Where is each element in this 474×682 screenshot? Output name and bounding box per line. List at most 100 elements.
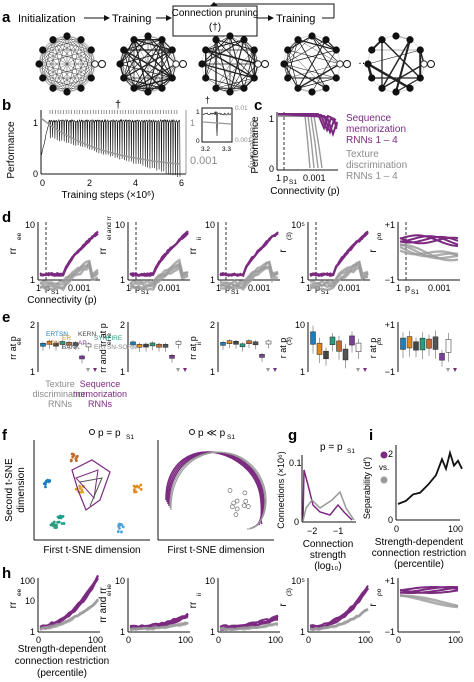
- f-left-cluster-point-4: [118, 526, 121, 530]
- c-y-tick-0: 0: [269, 164, 274, 174]
- h-y-bottom: 1: [30, 627, 35, 637]
- h-y-mid: 10: [25, 596, 35, 606]
- f-right-sequence-trajectory: [168, 451, 265, 528]
- e-sequence-arrow: [183, 368, 187, 372]
- network-1-edge: [123, 39, 163, 51]
- b-x-tick-0: 0: [40, 178, 45, 188]
- e-method-label-4: ADN: [46, 340, 60, 347]
- network-2-edge: [205, 77, 245, 89]
- h-sequence-curve: [39, 574, 99, 628]
- d-y-top: 10⁵: [291, 220, 305, 230]
- d-x-label: Connectivity (p): [27, 295, 96, 306]
- d-y-label-sub: (3): [286, 232, 293, 240]
- network-2-node: [202, 74, 210, 82]
- i-purple-dot-icon: [380, 451, 388, 459]
- d-x-tick-1: 1: [306, 283, 311, 293]
- network-0-edge: [38, 49, 92, 65]
- e-texture-arrow: [86, 368, 90, 372]
- network-2-edge: [205, 35, 231, 79]
- b-inset-r-2: 0.001: [235, 137, 252, 144]
- network-4-edge: [367, 49, 421, 65]
- arrowhead-2: [166, 15, 172, 21]
- f-left-cluster-point-3: [57, 520, 61, 524]
- network-0-edge: [66, 39, 82, 93]
- network-3-edge: [283, 63, 337, 79]
- network-3-edge: [311, 49, 337, 93]
- f-left-cluster-point-4: [117, 523, 121, 526]
- panel-e-letter: e: [2, 309, 10, 326]
- e-box: [265, 340, 272, 345]
- e-box: [413, 341, 419, 351]
- network-4-node: [368, 74, 376, 82]
- f-left-cluster-point-4: [121, 525, 125, 529]
- h-x-label-2: connection restriction: [15, 656, 110, 667]
- network-3-edge: [287, 49, 341, 65]
- e-sequence-arrow: [363, 368, 367, 372]
- c-legend-tex-3: RNNs 1 – 4: [346, 171, 398, 182]
- e-box: [226, 340, 233, 344]
- network-0-node: [63, 32, 71, 40]
- e-y-top: 10: [295, 320, 305, 330]
- network-0-edge: [42, 49, 92, 79]
- d-x-tick-0001: 0.001: [68, 283, 91, 293]
- network-0-node: [63, 88, 71, 96]
- network-0-edge: [38, 63, 92, 79]
- e-texture-arrow: [266, 368, 270, 372]
- network-3-node: [284, 46, 292, 54]
- h-x-tick-0: 0: [396, 635, 401, 645]
- f-right-marker: [233, 512, 239, 517]
- h-y-top: 10⁵: [291, 576, 305, 586]
- h-sequence-curve: [309, 587, 369, 629]
- e-legend-tex-2: discrimination: [32, 389, 87, 399]
- b-right-label: Connectivity: [248, 120, 258, 170]
- d-y-bottom: 1: [300, 275, 305, 285]
- f-left-cluster-point-5: [139, 487, 143, 491]
- f-right-marker: [234, 506, 240, 512]
- network-1-output-node: [179, 60, 187, 68]
- d-y-label: rr: [98, 247, 109, 254]
- network-2-output-node: [261, 60, 269, 68]
- network-2-node: [254, 60, 262, 68]
- f-left-cluster-point-0: [44, 480, 48, 484]
- network-0-edge: [42, 63, 96, 79]
- network-1-node: [158, 84, 166, 92]
- f-right-texture-trajectory: [169, 451, 266, 529]
- panel-g-letter: g: [288, 427, 297, 444]
- g-x-label-2: strength: [310, 550, 346, 561]
- network-3-node: [308, 32, 316, 40]
- b-inset-x-1: 3.2: [201, 146, 210, 153]
- e-box: [259, 354, 265, 358]
- d-y-top: +1: [385, 220, 395, 230]
- g-y-tick-01: 0.1: [289, 458, 302, 468]
- network-1-edge: [133, 39, 173, 51]
- network-1-edge: [119, 39, 135, 65]
- e-box: [323, 350, 329, 360]
- f-left-cluster-point-2: [78, 484, 82, 488]
- f-right-marker: [242, 490, 248, 496]
- network-0-node: [39, 46, 47, 54]
- e-box: [439, 353, 445, 361]
- e-box: [149, 342, 156, 347]
- stage-pruning: Connection pruning: [172, 8, 259, 19]
- b-inset-dagger: †: [205, 95, 210, 105]
- network-2-edge: [229, 35, 245, 89]
- f-left-cluster-point-5: [132, 484, 136, 488]
- loop-arrowhead: [210, 2, 218, 6]
- network-2-edge: [215, 39, 231, 93]
- stage-training-2: Training: [276, 13, 315, 25]
- e-y-label: rr at p: [8, 336, 18, 360]
- d-x-tick-sub: S1: [321, 289, 329, 296]
- c-legend-seq-1: Sequence: [346, 113, 391, 124]
- g-y-tick-0: 0: [294, 517, 299, 527]
- h-x-tick-0: 0: [216, 635, 221, 645]
- network-3-edge: [297, 39, 327, 89]
- f-left-cluster-point-5: [137, 485, 141, 489]
- e-y-top: 2: [120, 320, 125, 330]
- d-sequence-curve: [219, 231, 279, 278]
- network-1-edge: [147, 39, 163, 93]
- e-box: [220, 342, 226, 346]
- h-subplot-4: r ρo+1 −10 100: [368, 576, 463, 645]
- e-box: [85, 343, 92, 348]
